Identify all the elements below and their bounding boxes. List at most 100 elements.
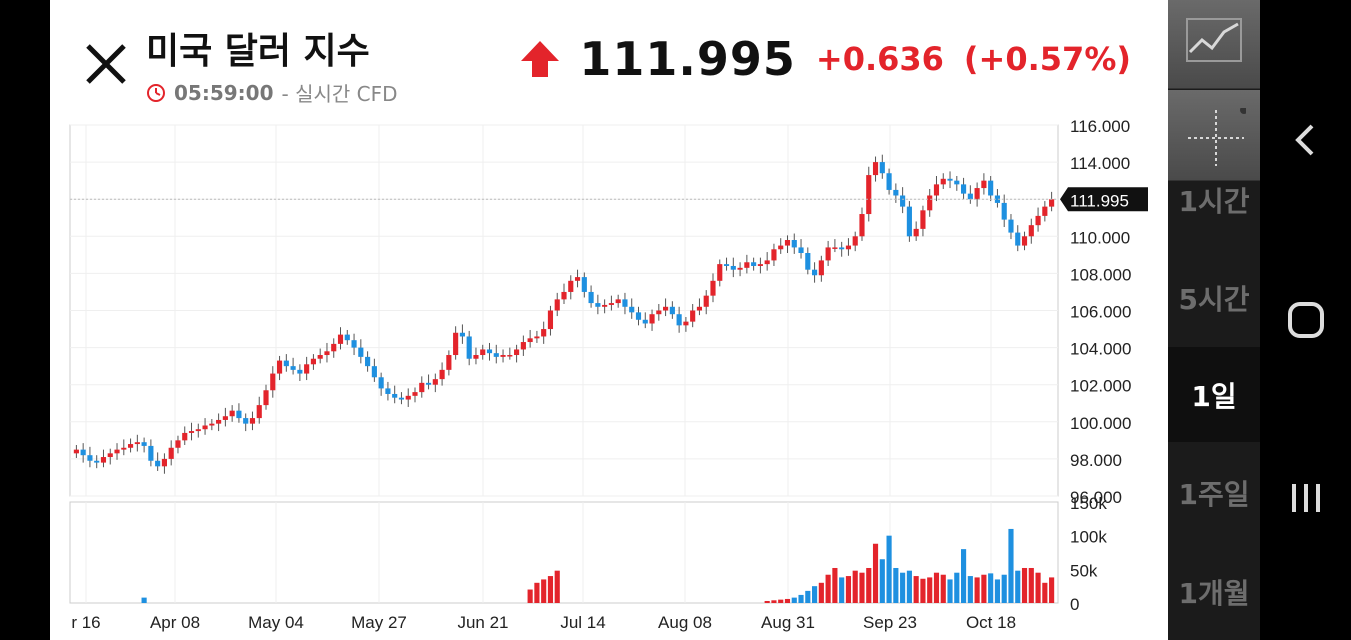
volume-bar xyxy=(974,577,980,603)
up-arrow-icon xyxy=(521,41,560,77)
candle-body xyxy=(507,355,513,357)
candle-body xyxy=(710,280,716,296)
candle-body xyxy=(974,188,980,200)
candle-body xyxy=(87,455,93,461)
volume-bar xyxy=(920,578,926,603)
candle-body xyxy=(134,442,140,445)
candle-body xyxy=(872,162,879,176)
y-tick-label: 108.000 xyxy=(1070,265,1131,284)
volume-bar xyxy=(1042,582,1048,603)
x-tick-label: Apr 08 xyxy=(150,613,200,632)
candle-body xyxy=(297,369,303,374)
candle-body xyxy=(331,343,337,352)
volume-bar xyxy=(791,597,797,603)
volume-bar xyxy=(879,559,885,603)
candle-body xyxy=(304,364,310,374)
volume-bar xyxy=(1001,574,1007,603)
home-icon[interactable] xyxy=(1286,300,1326,340)
candle-body xyxy=(1035,215,1041,226)
candle-body xyxy=(385,388,391,394)
candle-body xyxy=(80,449,86,456)
candle-body xyxy=(493,353,499,357)
candle-body xyxy=(344,334,350,341)
price-change: +0.636 xyxy=(815,40,944,78)
candle-body xyxy=(852,236,858,246)
candle-body xyxy=(784,240,791,246)
current-price-label: 111.995 xyxy=(1070,191,1129,210)
interval-1d[interactable]: 1일 xyxy=(1168,347,1260,442)
candle-body xyxy=(798,247,804,253)
candle-body xyxy=(717,264,723,281)
volume-bar xyxy=(845,576,852,603)
candle-body xyxy=(940,178,946,185)
candle-body xyxy=(222,416,228,420)
candle-body xyxy=(446,355,452,370)
x-tick-label: Aug 08 xyxy=(658,613,712,632)
candle-body xyxy=(913,228,919,237)
candle-body xyxy=(202,425,208,430)
candle-body xyxy=(622,299,628,307)
candle-body xyxy=(541,329,547,337)
x-tick-label: Jul 14 xyxy=(560,613,605,632)
y-tick-label: 98.000 xyxy=(1070,451,1122,470)
volume-bar xyxy=(872,543,879,603)
candle-body xyxy=(114,449,120,454)
candle-body xyxy=(276,360,283,374)
volume-bar xyxy=(818,582,824,603)
volume-bar xyxy=(947,579,953,603)
candle-body xyxy=(547,310,554,330)
back-icon[interactable] xyxy=(1286,120,1326,160)
candle-body xyxy=(107,453,113,458)
y-tick-label: 116.000 xyxy=(1070,117,1130,136)
volume-bar xyxy=(547,576,554,603)
volume-bar xyxy=(805,590,811,603)
candle-body xyxy=(263,390,269,406)
candle-body xyxy=(121,447,127,450)
volume-bar xyxy=(954,572,960,603)
volume-bar xyxy=(967,576,973,603)
candle-body xyxy=(602,304,608,307)
chart-type-button[interactable] xyxy=(1168,0,1260,89)
x-tick-label: May 27 xyxy=(351,613,407,632)
interval-5h[interactable]: 5시간 xyxy=(1178,282,1250,316)
candle-body xyxy=(195,429,201,432)
crosshair-button[interactable] xyxy=(1168,90,1260,181)
candle-body xyxy=(920,210,926,229)
recents-icon[interactable] xyxy=(1286,478,1326,518)
candle-body xyxy=(690,310,696,322)
candle-body xyxy=(1008,219,1014,233)
candle-body xyxy=(100,457,107,463)
candle-body xyxy=(805,252,811,270)
interval-1m[interactable]: 1개월 xyxy=(1178,576,1250,610)
volume-bar xyxy=(541,579,547,603)
candle-body xyxy=(906,206,912,237)
candle-body xyxy=(256,405,262,419)
interval-1w[interactable]: 1주일 xyxy=(1178,477,1250,511)
candle-body xyxy=(947,178,953,181)
candle-body xyxy=(696,306,703,311)
candle-body xyxy=(981,180,987,189)
candle-body xyxy=(642,319,648,324)
close-icon[interactable] xyxy=(82,40,130,88)
candle-body xyxy=(730,265,736,270)
volume-bar xyxy=(940,574,946,603)
volume-bar xyxy=(527,589,533,603)
x-tick-label: Oct 18 xyxy=(966,613,1016,632)
candle-body xyxy=(588,291,594,304)
candle-body xyxy=(832,247,838,249)
clock-icon xyxy=(147,83,165,102)
candle-body xyxy=(243,418,249,424)
interval-1h[interactable]: 1시간 xyxy=(1178,185,1250,218)
candle-body xyxy=(392,393,398,398)
candle-body xyxy=(520,342,526,350)
candle-body xyxy=(453,332,459,356)
candle-body xyxy=(141,442,147,446)
candle-body xyxy=(933,184,940,196)
candle-body xyxy=(683,321,689,326)
candle-body xyxy=(669,306,675,315)
candle-body xyxy=(703,295,709,307)
volume-bar xyxy=(927,577,933,603)
candle-body xyxy=(791,240,797,248)
price-chart[interactable]: 116.000114.000112.000110.000108.000106.0… xyxy=(0,0,1168,640)
candle-body xyxy=(283,360,289,367)
